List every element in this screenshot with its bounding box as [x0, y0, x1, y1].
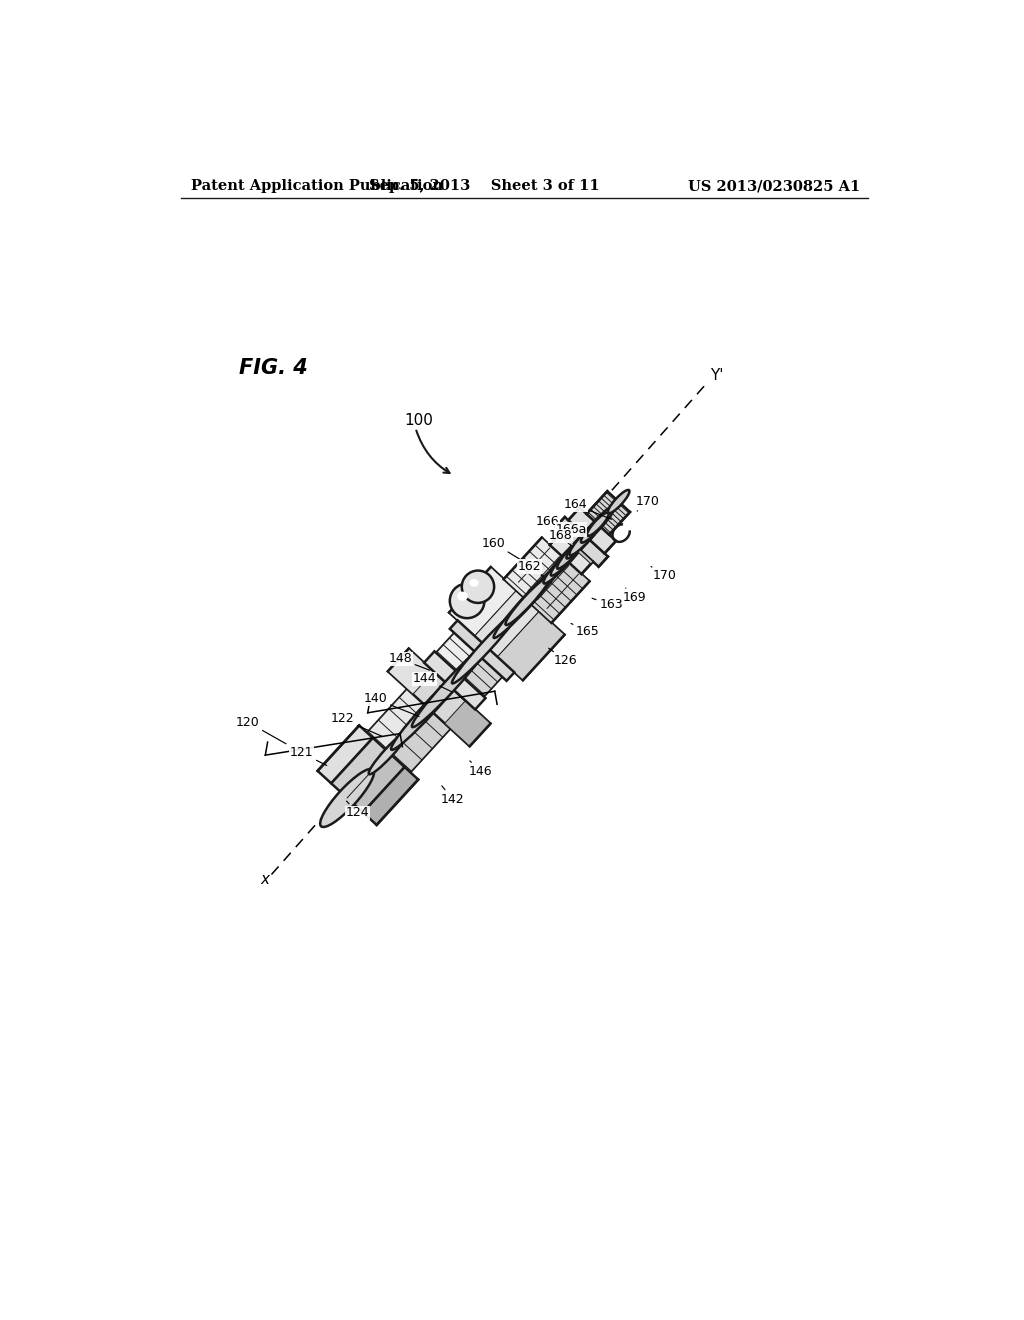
Polygon shape: [527, 560, 590, 623]
Polygon shape: [347, 752, 404, 813]
Polygon shape: [317, 726, 373, 783]
Ellipse shape: [587, 512, 608, 536]
Text: 126: 126: [549, 648, 578, 667]
Text: Y': Y': [711, 368, 724, 383]
Ellipse shape: [412, 645, 487, 727]
Text: FIG. 4: FIG. 4: [239, 358, 307, 378]
Ellipse shape: [438, 651, 482, 698]
Polygon shape: [368, 689, 451, 772]
Text: 142: 142: [440, 785, 464, 805]
Text: 163: 163: [592, 598, 623, 611]
Ellipse shape: [369, 731, 409, 775]
Ellipse shape: [457, 591, 468, 601]
Text: 148: 148: [388, 652, 430, 671]
Ellipse shape: [566, 515, 606, 558]
Text: 162: 162: [517, 560, 543, 577]
Text: 170: 170: [636, 495, 659, 511]
Text: Patent Application Publication: Patent Application Publication: [190, 180, 442, 193]
Text: 166: 166: [537, 515, 560, 532]
Text: 140: 140: [364, 693, 419, 717]
Polygon shape: [498, 611, 564, 680]
Text: 166a: 166a: [555, 523, 587, 539]
Text: 165: 165: [571, 623, 600, 638]
Polygon shape: [424, 651, 485, 709]
Ellipse shape: [450, 583, 484, 618]
Polygon shape: [568, 508, 616, 553]
Ellipse shape: [544, 536, 588, 583]
Ellipse shape: [462, 570, 495, 603]
Ellipse shape: [551, 544, 581, 576]
Ellipse shape: [321, 768, 374, 828]
Text: 100: 100: [403, 413, 433, 428]
Polygon shape: [504, 537, 565, 601]
Text: 144: 144: [413, 672, 452, 692]
Ellipse shape: [469, 579, 479, 587]
Polygon shape: [450, 568, 564, 680]
Polygon shape: [555, 517, 608, 566]
Ellipse shape: [562, 531, 592, 564]
Text: 124: 124: [346, 801, 370, 820]
Polygon shape: [475, 590, 539, 657]
Text: x: x: [261, 873, 269, 887]
Polygon shape: [460, 655, 502, 697]
Polygon shape: [331, 738, 389, 797]
Polygon shape: [504, 537, 590, 623]
Polygon shape: [444, 701, 490, 746]
Text: 146: 146: [469, 760, 493, 777]
Ellipse shape: [426, 660, 473, 711]
Ellipse shape: [452, 610, 520, 684]
Ellipse shape: [557, 525, 597, 569]
Ellipse shape: [452, 626, 505, 684]
Polygon shape: [450, 620, 514, 681]
Text: 121: 121: [290, 746, 327, 766]
Ellipse shape: [581, 506, 614, 543]
Ellipse shape: [608, 490, 630, 513]
Ellipse shape: [506, 577, 550, 624]
Polygon shape: [436, 634, 478, 675]
Text: Sep. 5, 2013    Sheet 3 of 11: Sep. 5, 2013 Sheet 3 of 11: [370, 180, 600, 193]
Polygon shape: [550, 532, 593, 574]
Polygon shape: [559, 532, 593, 564]
Ellipse shape: [409, 686, 449, 730]
Ellipse shape: [460, 618, 512, 675]
Text: 168: 168: [548, 529, 572, 546]
Polygon shape: [436, 634, 502, 697]
Polygon shape: [587, 491, 630, 535]
Ellipse shape: [391, 668, 467, 750]
Text: 164: 164: [564, 499, 611, 519]
Text: US 2013/0230825 A1: US 2013/0230825 A1: [688, 180, 860, 193]
Text: 160: 160: [482, 537, 519, 558]
Text: 170: 170: [651, 566, 677, 582]
Polygon shape: [450, 568, 516, 636]
Text: 120: 120: [236, 715, 286, 743]
Ellipse shape: [436, 649, 483, 701]
Polygon shape: [364, 767, 418, 825]
Ellipse shape: [494, 564, 562, 638]
Polygon shape: [388, 648, 490, 746]
Text: 122: 122: [331, 713, 382, 737]
Ellipse shape: [456, 631, 501, 678]
Polygon shape: [368, 689, 429, 752]
Text: 169: 169: [623, 589, 647, 603]
Ellipse shape: [569, 519, 603, 556]
Polygon shape: [388, 648, 434, 694]
Polygon shape: [389, 709, 451, 772]
